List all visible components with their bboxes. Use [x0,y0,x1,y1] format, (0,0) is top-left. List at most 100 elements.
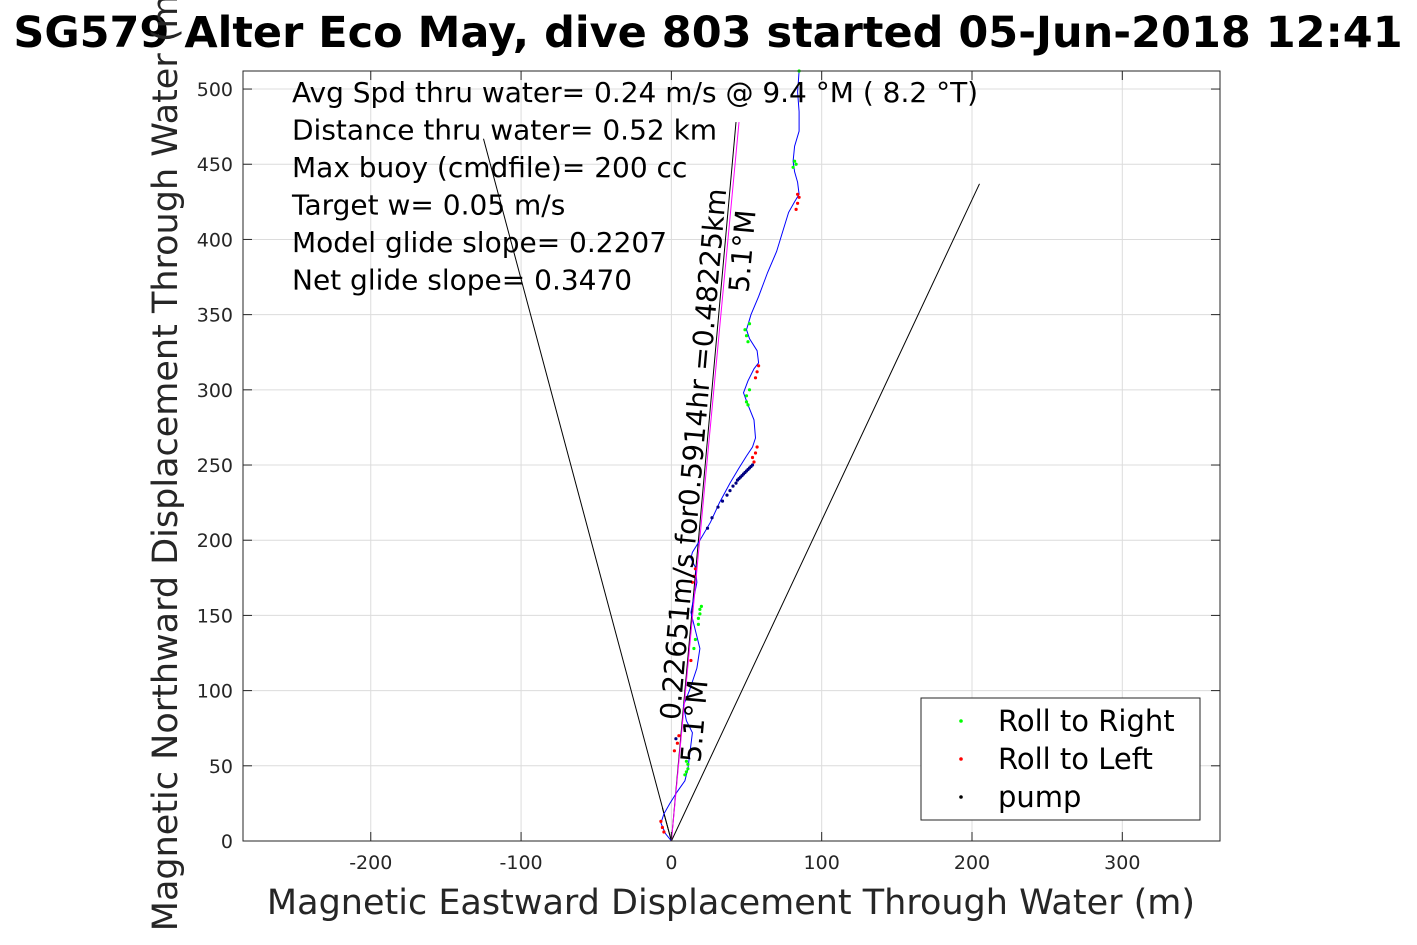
roll-to-left-point [796,192,800,196]
legend-marker [959,795,963,799]
pump-point [710,516,714,520]
roll-to-left-point [794,207,798,211]
x-axis-label: Magnetic Eastward Displacement Through W… [267,883,1195,923]
roll-to-left-point [690,580,695,584]
roll-to-left-point [755,445,759,449]
roll-to-right-point [747,322,752,326]
roll-to-left-point [675,741,680,745]
grid [243,71,1220,842]
roll-to-right-point [698,612,702,616]
stats-annotations: Avg Spd thru water= 0.24 m/s @ 9.4 °M ( … [291,76,978,297]
roll-to-left-point [757,364,761,368]
roll-to-left-point [753,451,758,455]
y-tick-label: 500 [197,79,233,101]
y-tick-label: 0 [221,831,233,853]
roll-to-left-point [689,658,693,663]
pump-point [734,481,738,485]
roll-to-right-point [693,637,698,642]
x-tick-label: 0 [665,852,677,874]
x-tick-label: 300 [1104,852,1140,874]
pump-point [720,499,725,503]
roll-to-right-point [683,773,687,777]
heading-line-series [670,122,740,842]
roll-to-left-point [797,195,801,199]
axis-ticks: -200 -100 0 100 200 300 0 50 100 150 200 250 300 350 4… [197,71,1220,874]
legend-label: pump [998,780,1081,814]
roll-to-left-point [693,567,698,571]
pump-point [705,526,710,530]
roll-to-right-point [744,394,749,398]
y-axis-label: Magnetic Northward Displacement Through … [146,0,186,931]
roll-to-right-point [692,646,696,651]
y-tick-label: 450 [197,154,233,176]
roll-to-right-point [747,388,752,392]
roll-to-left-point [662,830,666,834]
pump-point [725,493,729,497]
heading-label-bottom: 5.1°M [674,679,714,764]
roll-to-left-point [659,819,663,824]
glide-envelope [483,122,980,842]
roll-to-left-point [692,574,696,578]
roll-to-left-point [796,201,800,205]
glide-envelope-right-series [670,183,980,842]
roll-to-left-point [753,376,758,380]
y-tick-label: 350 [197,305,233,327]
stats-annotation-line: Avg Spd thru water= 0.24 m/s @ 9.4 °M ( … [292,76,978,109]
roll-to-right-point [698,607,702,612]
track-series [660,70,800,842]
pump-point [674,737,678,741]
legend-marker [959,757,963,761]
stats-annotation-line: Model glide slope= 0.2207 [292,226,667,259]
glide-envelope-left-series [483,138,672,842]
roll-to-left-point [755,370,759,374]
legend-marker [959,719,963,723]
chart-title: SG579 Alter Eco May, dive 803 started 05… [13,8,1402,58]
legend-box [920,697,1201,821]
pump-point [728,489,732,493]
x-tick-label: -200 [349,852,392,874]
roll-to-left-point [672,749,677,753]
roll-to-right-point [743,328,747,332]
roll-to-right-point [794,162,798,166]
legend: Roll to Right Roll to Left pump [920,697,1201,821]
legend-label: Roll to Right [998,704,1175,738]
roll-to-right-point [699,604,704,609]
y-tick-label: 100 [197,681,233,703]
legend-label: Roll to Left [998,742,1153,776]
stats-annotation-line: Target w= 0.05 m/s [291,189,565,222]
heading-label-top: 5.1°M [722,209,762,294]
roll-to-left-point [750,455,755,460]
roll-to-right-point [793,159,797,163]
y-tick-label: 400 [197,229,233,251]
roll-to-right-point [684,770,689,774]
y-tick-label: 150 [197,605,233,627]
x-tick-label: 100 [804,852,840,874]
roll-to-right-point [744,334,749,338]
roll-to-right-point [696,616,701,621]
roll-to-right-point [686,767,690,771]
roll-to-right-point [791,165,795,169]
stats-annotation-line: Distance thru water= 0.52 km [292,114,717,147]
y-tick-label: 200 [197,530,233,552]
y-tick-label: 300 [197,380,233,402]
pump-point [750,463,755,467]
roll-to-left-point [752,460,756,464]
data-series [659,69,801,842]
x-tick-label: -100 [500,852,543,874]
roll-to-right-point [746,340,750,344]
stats-annotation-line: Net glide slope= 0.3470 [292,264,632,297]
stats-annotation-line: Max buoy (cmdfile)= 200 cc [292,151,687,184]
roll-to-left-point [660,825,665,830]
roll-to-left-point [677,734,681,738]
pump-point [716,505,720,509]
roll-to-right-point [744,400,749,404]
y-tick-label: 50 [209,756,233,778]
pump-point [731,484,735,488]
y-tick-label: 250 [197,455,233,477]
roll-to-right-point [746,403,750,407]
roll-to-right-point [696,622,701,627]
x-tick-label: 200 [954,852,990,874]
roll-to-right-point [684,759,689,763]
roll-to-right-point [686,762,690,766]
